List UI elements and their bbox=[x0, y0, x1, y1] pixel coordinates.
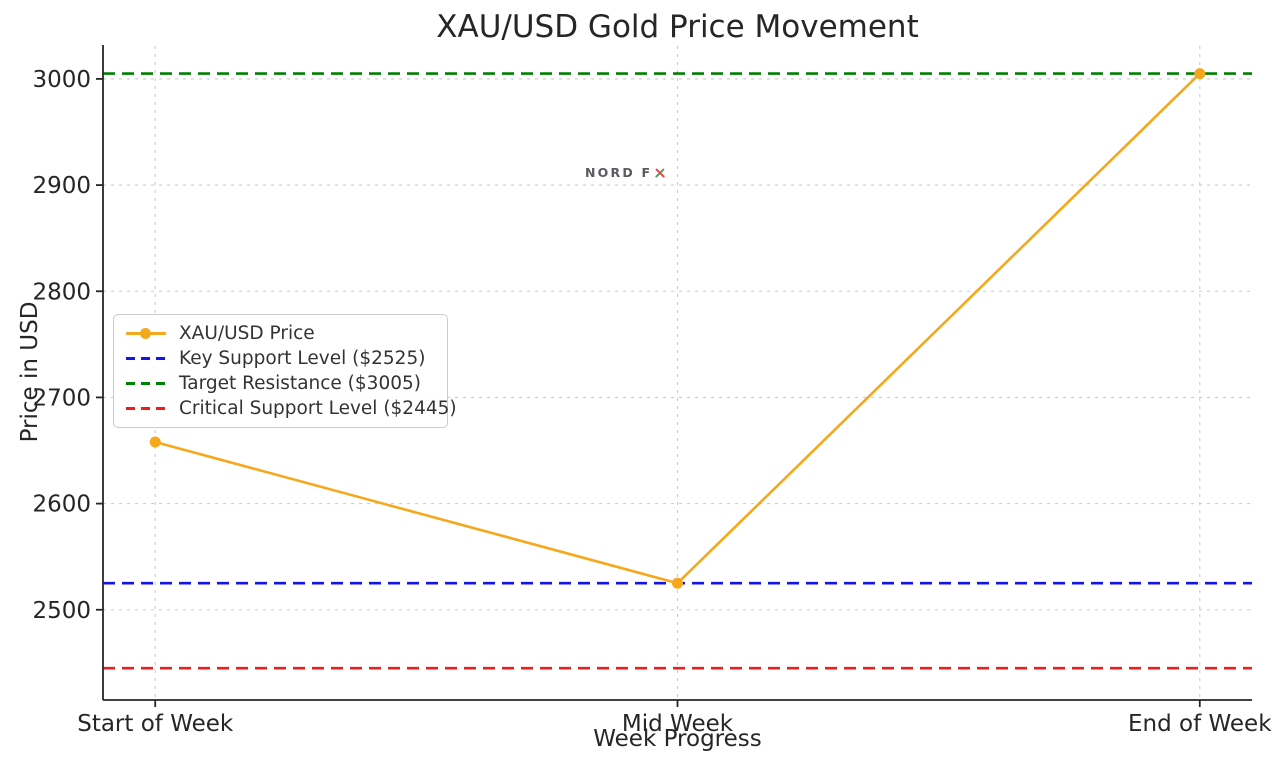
legend-label: Critical Support Level ($2445) bbox=[179, 398, 457, 419]
y-tick-label: 2900 bbox=[32, 173, 91, 199]
blue-dashed-swatch-icon bbox=[126, 356, 166, 361]
x-tick-label: Mid Week bbox=[622, 711, 734, 737]
chart-title: XAU/USD Gold Price Movement bbox=[436, 9, 919, 45]
red-dashed-swatch-icon bbox=[126, 406, 166, 411]
y-axis-label: Price in USD bbox=[17, 301, 43, 443]
y-tick-label: 2700 bbox=[32, 385, 91, 411]
price-line-swatch-icon bbox=[126, 327, 166, 341]
legend-label: XAU/USD Price bbox=[179, 323, 315, 344]
green-dashed-swatch-icon bbox=[126, 381, 166, 386]
data-point-marker bbox=[1194, 68, 1206, 80]
x-tick-label: Start of Week bbox=[77, 711, 234, 737]
y-tick-label: 2800 bbox=[32, 279, 91, 305]
watermark-text: NORD F bbox=[585, 165, 653, 180]
x-axis-label: Week Progress bbox=[593, 726, 762, 752]
legend-label: Target Resistance ($3005) bbox=[179, 373, 421, 394]
watermark-x-icon bbox=[653, 167, 666, 180]
y-tick-label: 3000 bbox=[32, 67, 91, 93]
swatch-marker-dot bbox=[140, 328, 151, 339]
x-tick-label: End of Week bbox=[1128, 711, 1272, 737]
legend-item-target-resistance: Target Resistance ($3005) bbox=[126, 373, 435, 394]
y-tick-label: 2500 bbox=[32, 598, 91, 624]
nordfx-watermark-logo: NORD F bbox=[585, 166, 666, 180]
chart-legend: XAU/USD Price Key Support Level ($2525) … bbox=[113, 314, 457, 428]
legend-item-price: XAU/USD Price bbox=[126, 323, 435, 344]
legend-label: Key Support Level ($2525) bbox=[179, 348, 426, 369]
data-point-marker bbox=[149, 436, 161, 448]
legend-item-critical-support: Critical Support Level ($2445) bbox=[126, 398, 457, 419]
y-tick-label: 2600 bbox=[32, 492, 91, 518]
data-point-marker bbox=[672, 577, 683, 589]
legend-item-key-support: Key Support Level ($2525) bbox=[126, 348, 435, 369]
